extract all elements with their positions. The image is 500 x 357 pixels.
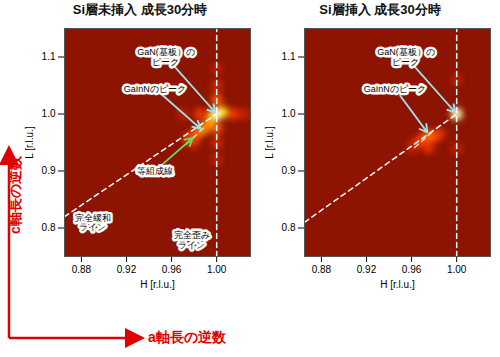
svg-text:1.0: 1.0 (42, 108, 56, 119)
html-text:Si層未挿入 成長30分時: Si層未挿入 成長30分時 (72, 2, 208, 17)
svg-text:完全歪みライン: 完全歪みライン (174, 230, 210, 250)
svg-text:GaN(基板）のピーク: GaN(基板）のピーク (377, 47, 435, 67)
html-text:c軸長の逆数: c軸長の逆数 (6, 156, 23, 234)
svg-text:0.8: 0.8 (282, 222, 296, 233)
svg-text:GaInNのピーク: GaInNのピーク (364, 84, 426, 94)
svg-text:0.8: 0.8 (42, 222, 56, 233)
svg-text:0.88: 0.88 (72, 264, 92, 275)
svg-text:L [r.l.u.]: L [r.l.u.] (24, 126, 35, 159)
svg-text:L [r.l.u.]: L [r.l.u.] (264, 126, 275, 159)
svg-text:0.9: 0.9 (282, 165, 296, 176)
svg-text:H [r.l.u.]: H [r.l.u.] (380, 279, 415, 290)
svg-text:1.0: 1.0 (282, 108, 296, 119)
svg-text:GaInNのピーク: GaInNのピーク (124, 84, 186, 94)
svg-text:1.1: 1.1 (282, 51, 296, 62)
svg-text:0.92: 0.92 (357, 264, 377, 275)
html-text:a軸長の逆数: a軸長の逆数 (148, 329, 226, 345)
svg-text:0.9: 0.9 (42, 165, 56, 176)
svg-text:等組成線: 等組成線 (137, 166, 173, 176)
svg-text:0.88: 0.88 (312, 264, 332, 275)
svg-text:1.00: 1.00 (207, 264, 227, 275)
svg-text:0.96: 0.96 (402, 264, 422, 275)
svg-text:完全緩和ライン: 完全緩和ライン (75, 213, 111, 233)
svg-text:H [r.l.u.]: H [r.l.u.] (140, 279, 175, 290)
svg-text:1.00: 1.00 (447, 264, 467, 275)
svg-text:GaN(基板）のピーク: GaN(基板）のピーク (137, 47, 195, 67)
html-text:Si層挿入 成長30分時: Si層挿入 成長30分時 (319, 2, 441, 17)
svg-text:0.92: 0.92 (117, 264, 137, 275)
svg-text:0.96: 0.96 (162, 264, 182, 275)
svg-text:1.1: 1.1 (42, 51, 56, 62)
